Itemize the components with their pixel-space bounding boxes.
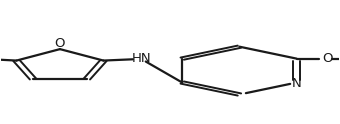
Text: O: O: [322, 52, 333, 65]
Text: HN: HN: [131, 52, 151, 65]
Text: O: O: [55, 37, 65, 50]
Text: N: N: [292, 77, 302, 90]
